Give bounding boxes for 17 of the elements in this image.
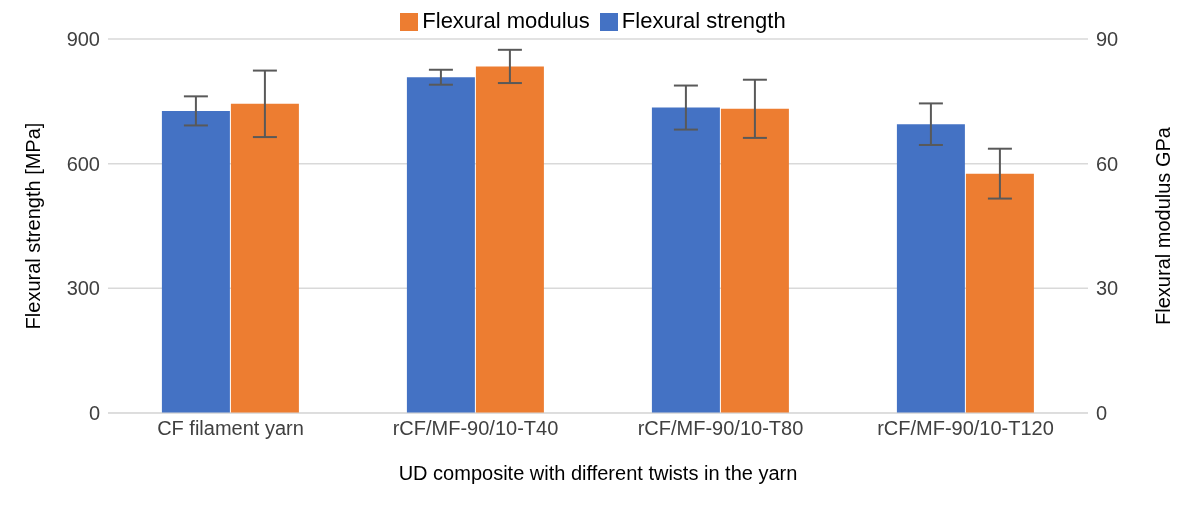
x-tick-label: CF filament yarn [157,417,304,440]
x-tick-label: rCF/MF-90/10-T80 [637,417,804,440]
y-axis-title: Flexural strength [MPa] [22,122,45,330]
y2-tick-label: 60 [1096,152,1119,175]
y-tick-label: 300 [66,277,100,300]
y2-axis-title: Flexural modulus GPa [1152,126,1175,325]
y-tick-label: 0 [88,402,100,425]
y2-tick-label: 90 [1096,28,1119,51]
y2-tick-label: 0 [1096,402,1108,425]
x-axis-title: UD composite with different twists in the yarn [398,462,798,484]
legend-label: Flexural strength [621,8,786,33]
legend-label: Flexural modulus [422,8,590,33]
x-tick-label: rCF/MF-90/10-T120 [877,417,1054,440]
y2-tick-label: 30 [1096,277,1119,300]
x-tick-label: rCF/MF-90/10-T40 [392,417,559,440]
y-tick-label: 600 [66,152,100,175]
y-tick-label: 900 [66,28,100,51]
